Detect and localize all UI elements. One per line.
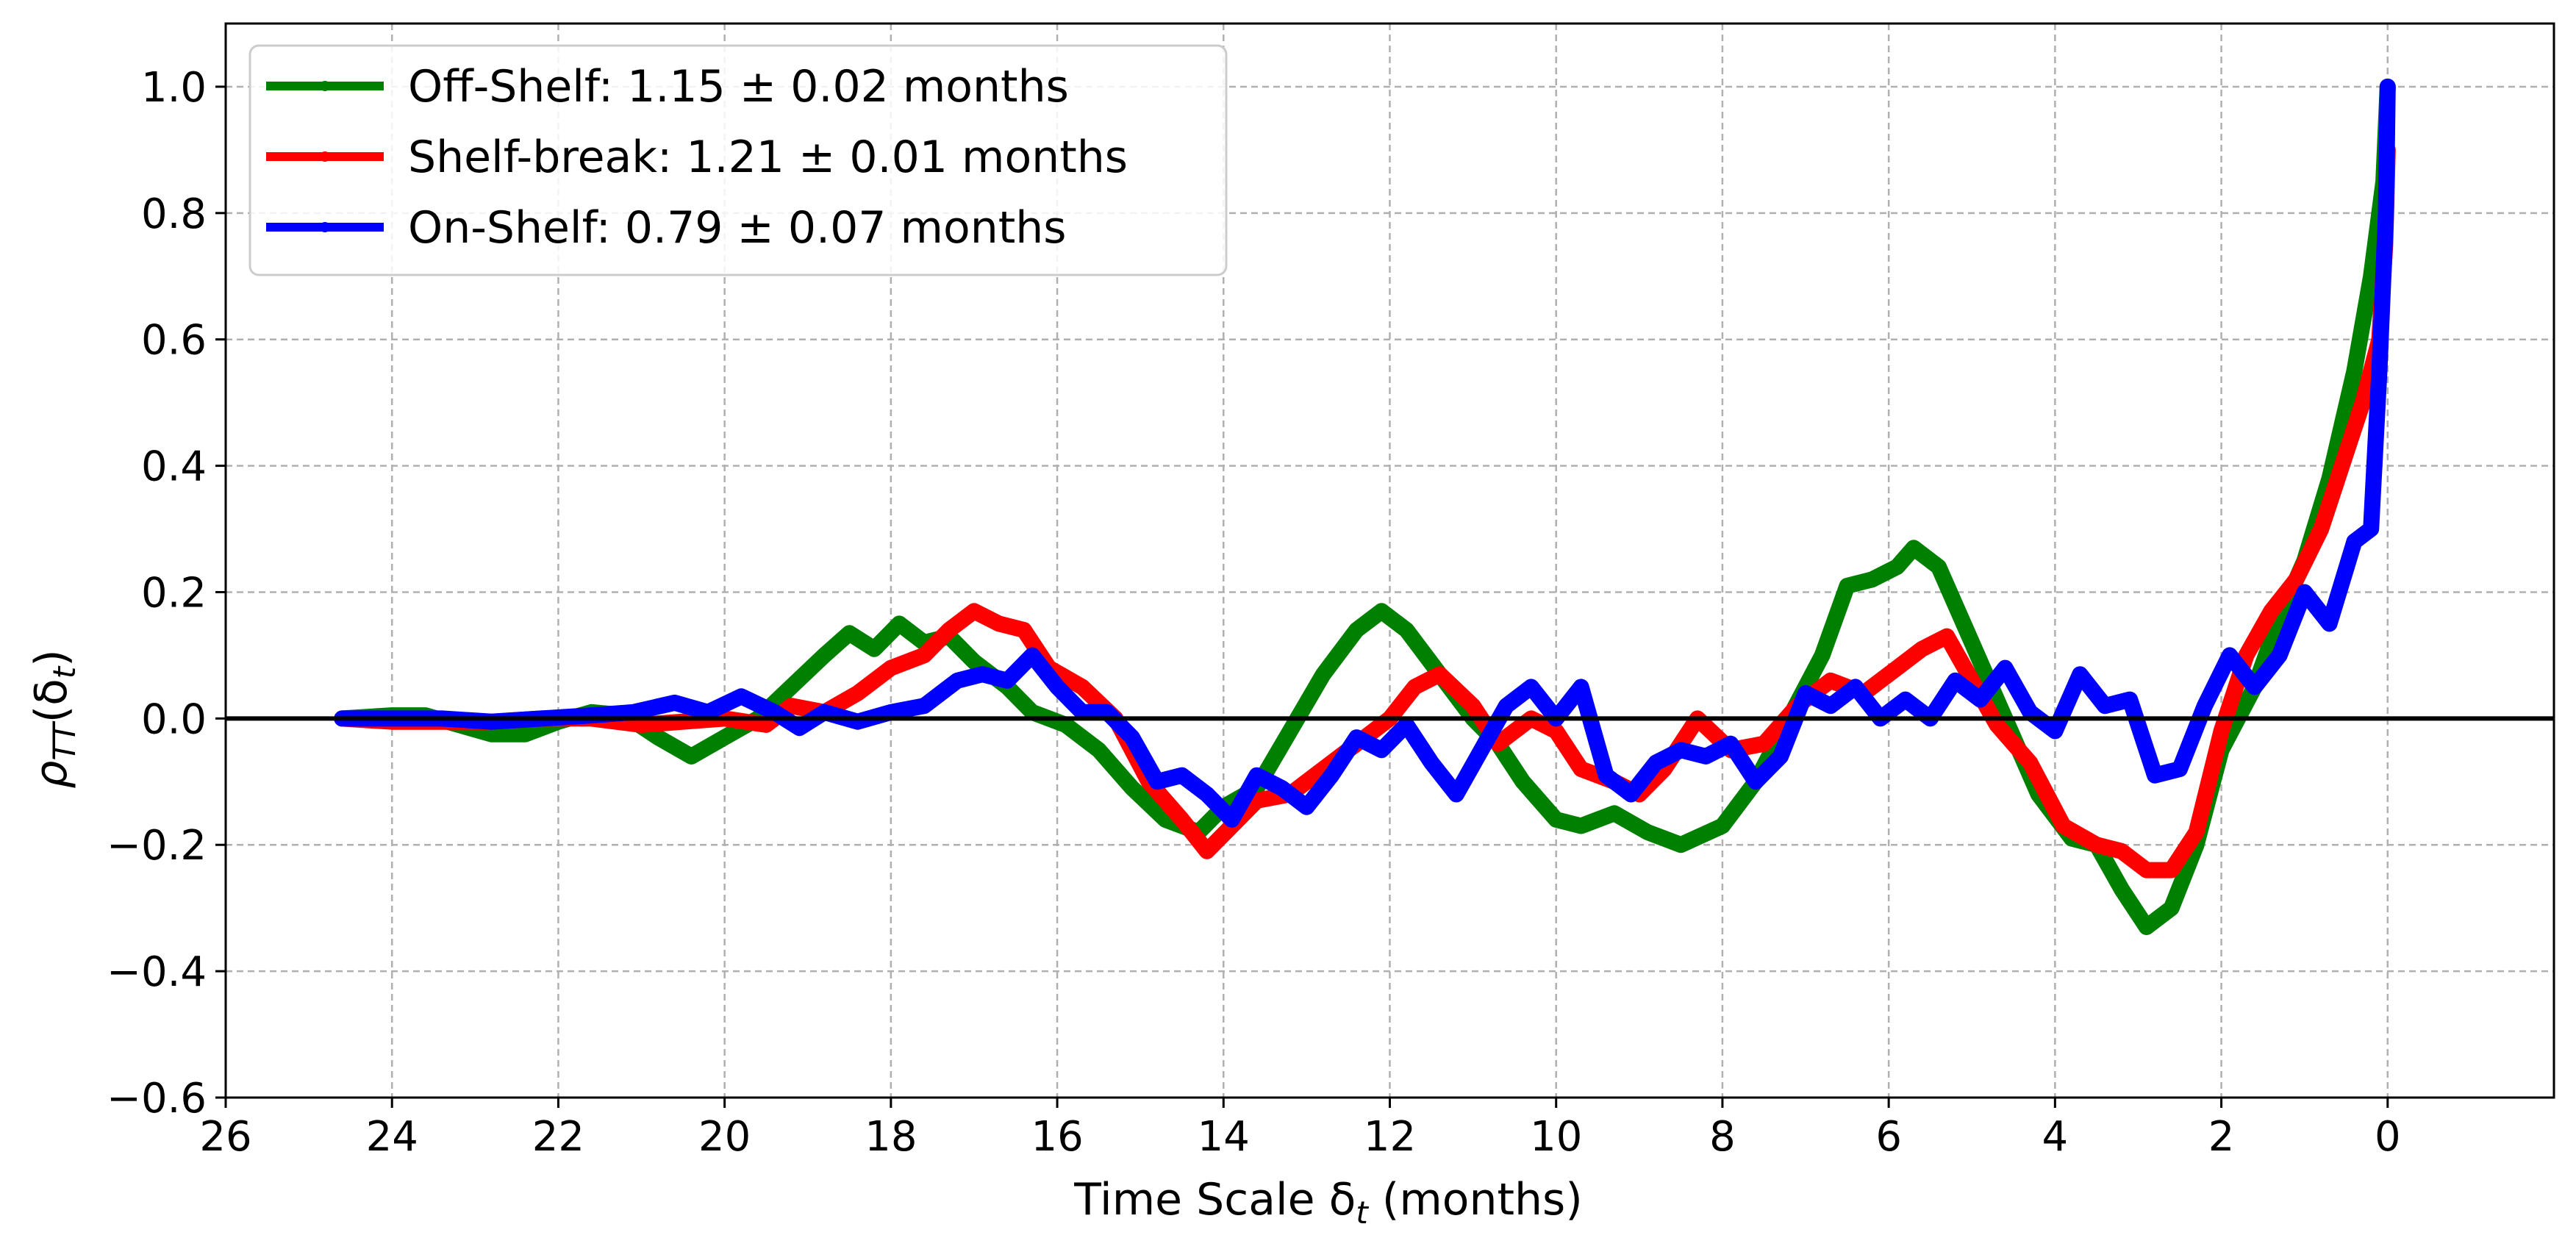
legend-marker-off-shelf <box>320 81 330 91</box>
legend-marker-shelf-break <box>320 151 330 162</box>
x-axis-label-main: Time Scale δ <box>1073 1174 1356 1225</box>
y-axis-ticks: −0.6 −0.4 −0.2 0.0 0.2 0.4 0.6 0.8 1.0 <box>107 64 226 1123</box>
y-tick-label: 0.6 <box>141 317 207 365</box>
y-tick-label: −0.2 <box>107 822 207 870</box>
y-axis-label-arg-sub: t <box>46 665 82 679</box>
y-tick-label: −0.6 <box>107 1075 207 1123</box>
y-tick-label: 0.8 <box>141 190 207 238</box>
x-tick-label: 24 <box>366 1113 418 1161</box>
y-axis-label: ρTT(δt) <box>26 649 82 788</box>
series-line-shelf-break <box>334 141 2396 878</box>
legend-marker-on-shelf <box>320 222 330 232</box>
y-tick-label: −0.4 <box>107 948 207 996</box>
x-tick-label: 20 <box>698 1113 751 1161</box>
y-axis-label-main: ρ <box>26 761 77 789</box>
y-axis-label-sub: TT <box>46 720 82 761</box>
y-tick-label: 0.4 <box>141 443 207 491</box>
legend-label-on-shelf: On-Shelf: 0.79 ± 0.07 months <box>408 202 1067 254</box>
y-axis-label-close: ) <box>26 649 77 666</box>
x-tick-label: 6 <box>1875 1113 1902 1161</box>
x-tick-label: 16 <box>1031 1113 1083 1161</box>
legend-label-shelf-break: Shelf-break: 1.21 ± 0.01 months <box>408 132 1128 183</box>
x-axis-label-suffix: (months) <box>1368 1174 1583 1225</box>
y-axis-label-arg: (δ <box>26 679 77 723</box>
x-tick-label: 4 <box>2042 1113 2069 1161</box>
x-tick-label: 12 <box>1364 1113 1416 1161</box>
y-tick-label: 0.2 <box>141 569 207 617</box>
x-tick-label: 26 <box>199 1113 251 1161</box>
x-axis-ticks: 26 24 22 20 18 16 14 12 10 8 6 4 2 0 <box>199 1098 2401 1161</box>
x-tick-label: 2 <box>2208 1113 2235 1161</box>
x-axis-label: Time Scale δt (months) <box>1073 1174 1582 1231</box>
legend-label-off-shelf: Off-Shelf: 1.15 ± 0.02 months <box>408 61 1069 112</box>
x-tick-label: 10 <box>1530 1113 1582 1161</box>
x-tick-label: 14 <box>1198 1113 1250 1161</box>
legend: Off-Shelf: 1.15 ± 0.02 months Shelf-brea… <box>248 44 1228 276</box>
y-tick-label: 1.0 <box>141 64 207 112</box>
y-tick-label: 0.0 <box>141 695 207 743</box>
legend-box <box>248 44 1228 276</box>
x-tick-label: 8 <box>1709 1113 1736 1161</box>
x-tick-label: 0 <box>2375 1113 2401 1161</box>
x-axis-label-sub: t <box>1356 1195 1369 1231</box>
x-tick-label: 22 <box>532 1113 584 1161</box>
x-tick-label: 18 <box>865 1113 917 1161</box>
